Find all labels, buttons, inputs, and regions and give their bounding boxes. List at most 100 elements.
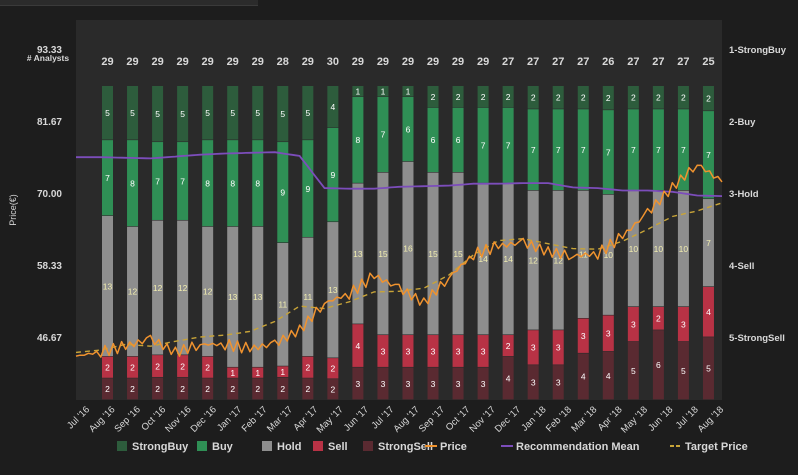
bar-label-buy-8: 9 [280, 188, 285, 198]
bar-label-strongsell-8: 2 [280, 384, 285, 394]
bar-label-hold-1: 13 [103, 281, 113, 291]
bar-hold-15 [452, 172, 464, 335]
bar-label-hold-25: 7 [706, 238, 711, 248]
bar-strongsell-9 [302, 378, 314, 400]
bar-label-buy-25: 7 [706, 150, 711, 160]
bar-label-strongsell-18: 3 [531, 378, 536, 388]
bar-label-strongbuy-5: 5 [205, 108, 210, 118]
bar-hold-19 [552, 190, 564, 330]
analyst-count-17: 27 [502, 56, 514, 68]
bar-label-strongsell-2: 2 [130, 384, 135, 394]
bar-label-strongsell-25: 5 [706, 364, 711, 374]
x-tick-23: May '18 [619, 404, 650, 435]
bar-strongbuy-22 [627, 86, 639, 109]
bar-sell-10 [327, 358, 339, 379]
y-tick-5: 46.67 [37, 333, 62, 344]
bar-buy-19 [552, 109, 564, 191]
bar-sell-18 [527, 330, 539, 365]
bar-buy-8 [277, 142, 289, 243]
y-axis-label: Price(€) [8, 194, 18, 226]
bar-label-strongsell-24: 5 [681, 366, 686, 376]
bar-label-buy-23: 7 [656, 145, 661, 155]
bar-buy-12 [377, 96, 389, 173]
bar-strongsell-7 [252, 378, 264, 400]
top-strip [0, 0, 258, 6]
bar-label-strongbuy-14: 2 [431, 92, 436, 102]
legend-swatch-sell [313, 441, 323, 451]
bar-label-hold-3: 12 [153, 283, 163, 293]
bar-label-hold-21: 10 [604, 250, 614, 260]
x-tick-20: Feb '18 [544, 404, 574, 434]
bar-label-sell-23: 2 [656, 314, 661, 324]
bar-strongbuy-4 [177, 86, 189, 142]
bar-strongsell-8 [277, 377, 289, 400]
bar-label-hold-22: 10 [629, 244, 639, 254]
bar-hold-6 [227, 226, 239, 367]
bar-label-hold-14: 15 [428, 249, 438, 259]
y-tick-2: 81.67 [37, 117, 62, 128]
analyst-count-24: 27 [677, 56, 689, 68]
rating-label-5: 5-StrongSell [729, 333, 785, 344]
analyst-count-13: 29 [402, 56, 414, 68]
bar-label-sell-19: 3 [556, 343, 561, 353]
bar-label-hold-11: 13 [353, 249, 363, 259]
bar-label-buy-5: 8 [205, 178, 210, 188]
bar-label-buy-21: 7 [606, 147, 611, 157]
price-line [75, 164, 723, 358]
bar-label-sell-10: 2 [330, 364, 335, 374]
bar-hold-24 [677, 190, 689, 307]
analyst-count-14: 29 [427, 56, 439, 68]
bar-label-buy-2: 8 [130, 178, 135, 188]
bar-label-buy-15: 6 [456, 135, 461, 145]
bar-label-strongbuy-6: 5 [230, 108, 235, 118]
analyst-count-11: 29 [352, 56, 364, 68]
bar-hold-16 [477, 183, 489, 335]
plot-area [76, 20, 722, 400]
bar-sell-3 [152, 355, 164, 377]
bar-strongbuy-3 [152, 86, 164, 142]
bar-label-strongbuy-10: 4 [330, 102, 335, 112]
bar-label-buy-17: 7 [506, 141, 511, 151]
x-tick-3: Sep '16 [112, 404, 142, 434]
bar-label-strongbuy-18: 2 [531, 93, 536, 103]
legend-label-strongbuy: StrongBuy [132, 441, 189, 453]
bar-buy-2 [127, 140, 139, 227]
recommendation-mean-line [76, 151, 723, 197]
bar-label-buy-18: 7 [531, 145, 536, 155]
bar-strongbuy-15 [452, 86, 464, 108]
bar-strongsell-18 [527, 365, 539, 400]
bar-label-strongbuy-19: 2 [556, 93, 561, 103]
bar-sell-1 [102, 356, 113, 378]
bar-buy-15 [452, 107, 464, 173]
bar-sell-5 [202, 356, 214, 378]
bar-label-strongsell-16: 3 [481, 379, 486, 389]
bar-strongbuy-1 [102, 86, 113, 140]
bar-strongsell-15 [452, 367, 464, 400]
bar-label-buy-20: 7 [581, 145, 586, 155]
bar-label-strongsell-3: 2 [155, 384, 160, 394]
bar-label-strongsell-15: 3 [456, 379, 461, 389]
bar-label-buy-19: 7 [556, 145, 561, 155]
bar-hold-10 [327, 222, 339, 358]
bar-strongbuy-13 [402, 86, 414, 97]
bar-label-buy-6: 8 [230, 178, 235, 188]
bar-label-strongsell-23: 6 [656, 360, 661, 370]
bar-label-hold-8: 11 [278, 300, 287, 310]
bar-label-hold-9: 11 [303, 292, 312, 302]
bar-hold-9 [302, 237, 314, 357]
bar-label-sell-20: 3 [581, 331, 586, 341]
legend-label-recommendation-mean: Recommendation Mean [516, 441, 640, 453]
bar-label-sell-3: 2 [155, 361, 160, 371]
x-tick-12: Jun '17 [342, 404, 371, 433]
legend-label-buy: Buy [212, 441, 234, 453]
bar-buy-7 [252, 140, 264, 227]
bar-sell-21 [602, 315, 614, 352]
bar-strongbuy-2 [127, 86, 139, 140]
bar-label-buy-10: 9 [330, 170, 335, 180]
x-tick-18: Dec '17 [493, 404, 523, 434]
bar-label-buy-16: 7 [481, 141, 486, 151]
bar-hold-2 [127, 226, 139, 357]
analyst-count-2: 29 [126, 56, 138, 68]
bar-label-strongbuy-17: 2 [506, 92, 511, 102]
